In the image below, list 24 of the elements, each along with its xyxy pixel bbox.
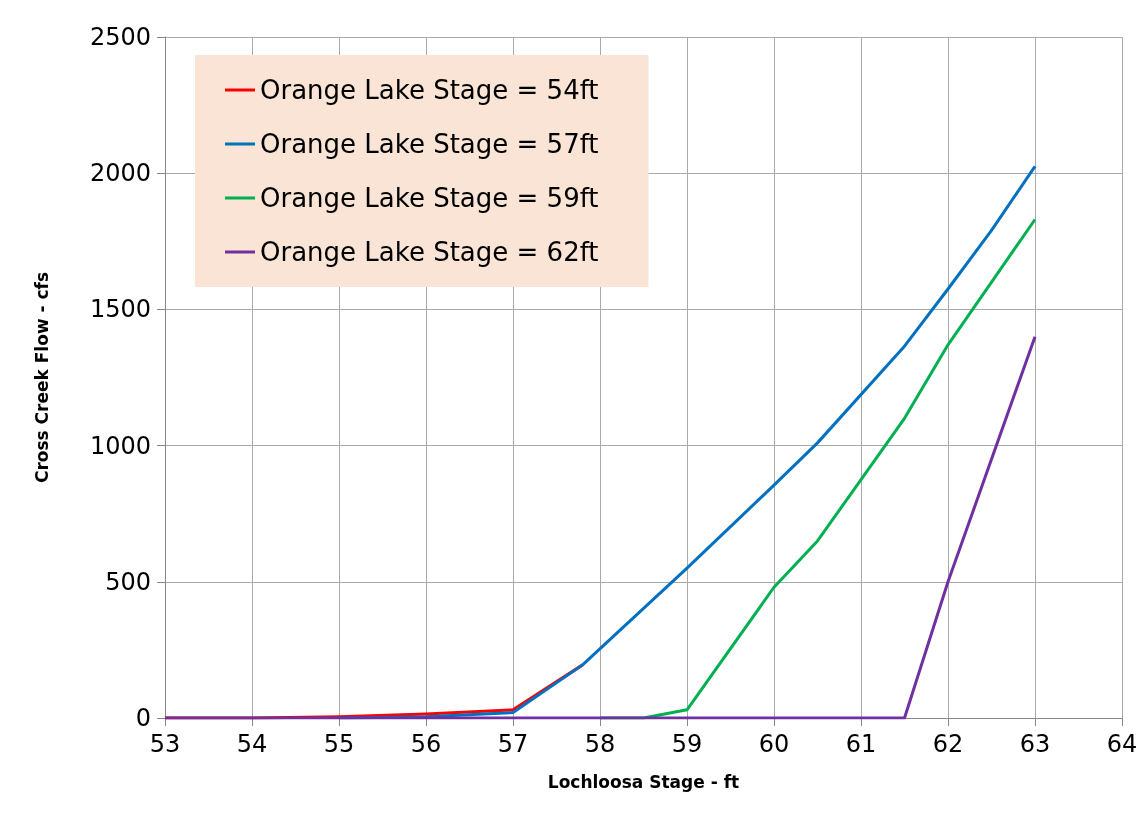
legend-label: Orange Lake Stage = 59ft: [260, 183, 599, 213]
legend-label: Orange Lake Stage = 57ft: [260, 129, 599, 159]
y-tick-label: 2500: [89, 23, 151, 51]
x-tick-label: 64: [1106, 730, 1138, 758]
x-tick-label: 59: [671, 730, 703, 758]
x-axis-title: Lochloosa Stage - ft: [547, 771, 740, 792]
x-tick-label: 60: [758, 730, 790, 758]
x-tick-label: 62: [932, 730, 964, 758]
y-tick-label: 2000: [89, 159, 151, 188]
x-tick-label: 54: [236, 730, 268, 758]
x-tick-label: 61: [845, 730, 877, 758]
x-tick-label: 58: [584, 730, 616, 758]
x-tick-label: 53: [149, 730, 181, 758]
x-tick-label: 56: [410, 730, 442, 758]
y-tick-label: 1000: [89, 431, 151, 460]
y-tick-label: 0: [135, 704, 151, 732]
x-tick-label: 55: [323, 730, 355, 758]
y-tick-label: 1500: [89, 295, 151, 324]
x-tick-label: 57: [497, 730, 529, 758]
legend-label: Orange Lake Stage = 54ft: [260, 75, 599, 105]
y-tick-label: 500: [105, 567, 151, 596]
x-tick-label: 63: [1019, 730, 1051, 758]
y-axis-title: Cross Creek Flow - cfs: [31, 271, 52, 484]
legend-label: Orange Lake Stage = 62ft: [260, 237, 599, 267]
